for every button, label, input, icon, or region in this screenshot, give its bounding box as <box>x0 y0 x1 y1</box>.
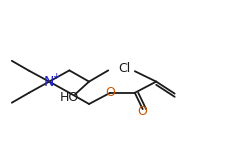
Text: O: O <box>138 105 148 118</box>
Text: Cl: Cl <box>118 62 130 75</box>
Text: +: + <box>52 72 59 80</box>
Text: O: O <box>105 86 115 99</box>
Text: N: N <box>44 75 54 89</box>
Text: HO: HO <box>59 91 78 104</box>
